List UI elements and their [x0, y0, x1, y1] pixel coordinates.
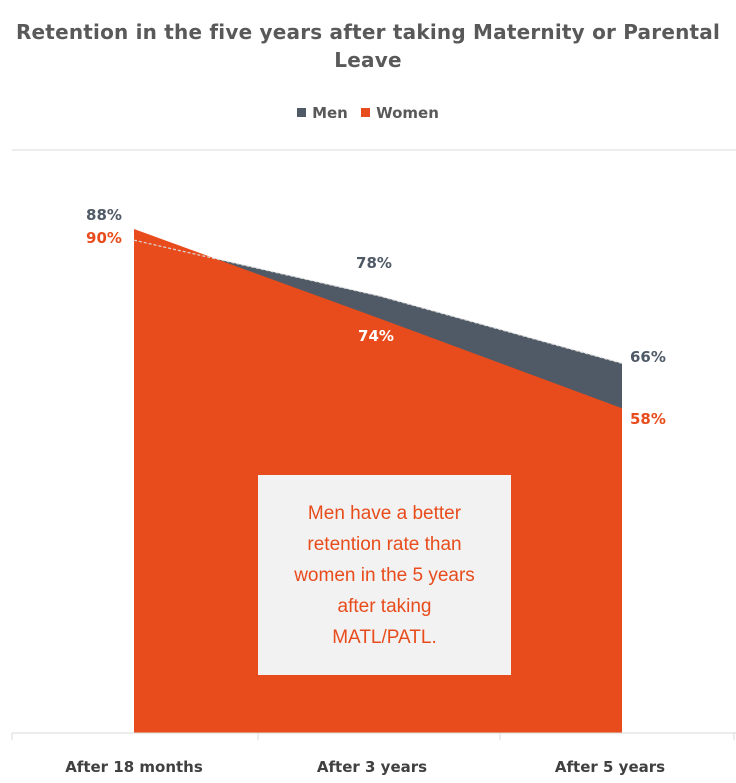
legend-swatch-men [297, 108, 307, 117]
line-men [133, 239, 623, 364]
data-label-women: 90% [86, 229, 122, 247]
legend-item-women: Women [361, 104, 439, 122]
legend-label-women: Women [376, 103, 439, 122]
legend: Men Women [0, 103, 736, 122]
legend-item-men: Men [297, 104, 348, 122]
annotation-box: Men have a better retention rate than wo… [258, 475, 511, 675]
data-label-women: 74% [358, 327, 394, 345]
data-label-men: 88% [86, 206, 122, 224]
chart-title: Retention in the five years after taking… [15, 20, 721, 72]
data-label-men: 66% [630, 348, 666, 366]
x-tick-label: After 3 years [317, 758, 427, 776]
data-label-men: 78% [356, 254, 392, 272]
legend-label-men: Men [312, 103, 348, 122]
annotation-text: Men have a better retention rate than wo… [294, 502, 475, 648]
x-tick-label: After 18 months [65, 758, 203, 776]
data-label-women: 58% [630, 410, 666, 428]
x-tick-label: After 5 years [555, 758, 665, 776]
legend-swatch-women [361, 108, 371, 117]
